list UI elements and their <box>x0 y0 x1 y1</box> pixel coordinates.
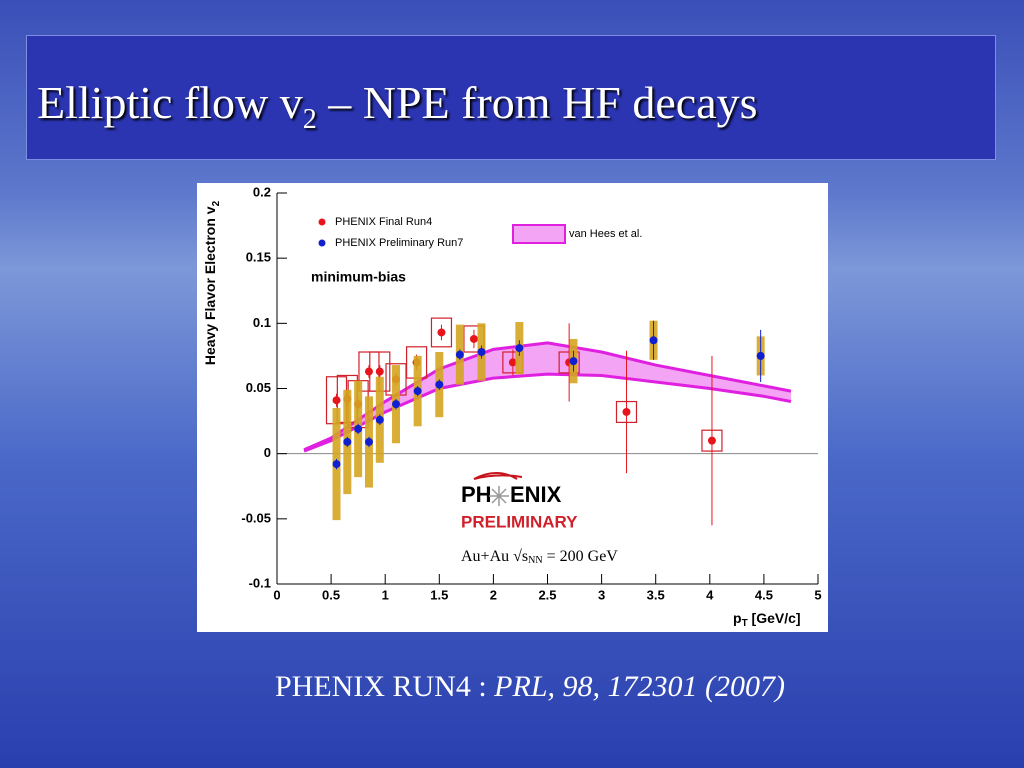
y-tick-label: 0.2 <box>253 184 271 199</box>
x-tick-label: 3 <box>598 587 605 602</box>
data-point <box>413 387 422 396</box>
x-tick-label: 1.5 <box>430 587 448 602</box>
y-axis-label: Heavy Flavor Electron v2 <box>202 200 222 365</box>
legend-marker <box>318 218 326 226</box>
x-tick-label: 2 <box>490 587 497 602</box>
y-tick-label: -0.05 <box>241 510 271 525</box>
x-axis-label-unit: [GeV/c] <box>748 610 801 626</box>
chart-panel: Heavy Flavor Electron v2 pT [GeV/c] mini… <box>197 183 828 632</box>
annotation-text: Au+Au <box>461 548 513 565</box>
data-point <box>508 358 517 367</box>
title-box: Elliptic flow v2 – NPE from HF decays <box>26 35 996 160</box>
data-point <box>622 407 631 416</box>
data-point <box>437 328 446 337</box>
band-fill <box>304 342 791 452</box>
title-subscript: 2 <box>302 104 317 136</box>
data-point <box>343 437 352 446</box>
annotation-text: = 200 GeV <box>543 548 619 565</box>
x-axis-label-text: p <box>733 610 742 626</box>
data-point <box>477 348 486 357</box>
title-text: – NPE from HF decays <box>316 77 758 128</box>
x-tick-label: 0.5 <box>322 587 340 602</box>
logo-text: ENIX <box>510 482 562 507</box>
x-tick-label: 1 <box>382 587 389 602</box>
data-point <box>756 351 765 360</box>
caption-reference: PRL, 98, 172301 (2007) <box>494 670 785 703</box>
data-point <box>392 400 401 409</box>
y-axis-label-text: Heavy Flavor Electron v <box>202 206 218 365</box>
data-point <box>332 460 341 469</box>
caption: PHENIX RUN4 : PRL, 98, 172301 (2007) <box>0 670 1024 704</box>
data-point <box>354 424 363 433</box>
data-point <box>649 336 658 345</box>
legend-label: PHENIX Preliminary Run7 <box>335 237 463 249</box>
x-axis-label-sub: T <box>742 618 748 629</box>
data-point <box>469 334 478 343</box>
data-point <box>435 380 444 389</box>
data-point <box>707 436 716 445</box>
y-tick-label: 0 <box>264 445 271 460</box>
x-tick-label: 5 <box>814 587 821 602</box>
x-axis-label: pT [GeV/c] <box>733 610 801 629</box>
y-tick-label: 0.05 <box>246 380 271 395</box>
x-tick-label: 2.5 <box>538 587 556 602</box>
legend-label: van Hees et al. <box>569 228 642 240</box>
data-point <box>569 357 578 366</box>
data-point <box>332 396 341 405</box>
y-tick-label: 0.1 <box>253 315 271 330</box>
data-point <box>375 367 384 376</box>
annotation: minimum-bias <box>311 269 406 285</box>
data-point <box>364 437 373 446</box>
x-tick-label: 3.5 <box>647 587 665 602</box>
annotation: Au+Au √sNN = 200 GeV <box>461 548 618 567</box>
title-text: Elliptic flow v <box>37 77 303 128</box>
x-tick-label: 4 <box>706 587 714 602</box>
y-tick-label: -0.1 <box>249 575 271 590</box>
annotation-text: √s <box>513 548 528 565</box>
systematic-box <box>430 317 453 348</box>
chart: Heavy Flavor Electron v2 pT [GeV/c] mini… <box>202 184 822 629</box>
x-tick-label: 0 <box>273 587 280 602</box>
legend-marker <box>318 239 326 247</box>
legend-label: PHENIX Final Run4 <box>335 216 432 228</box>
x-tick-label: 4.5 <box>755 587 773 602</box>
data-point <box>364 367 373 376</box>
caption-text: PHENIX RUN4 : <box>275 670 495 703</box>
annotation-sub: NN <box>528 555 542 566</box>
y-tick-label: 0.15 <box>246 250 271 265</box>
data-point <box>375 415 384 424</box>
logo-arc <box>473 472 523 480</box>
annotation: PRELIMINARY <box>461 512 578 531</box>
logo-star <box>489 486 509 506</box>
y-axis-label-sub: 2 <box>211 200 222 206</box>
data-point <box>515 344 524 353</box>
slide-title: Elliptic flow v2 – NPE from HF decays <box>37 76 758 136</box>
legend-swatch <box>512 224 566 244</box>
data-point <box>455 350 464 359</box>
logo-text: PH <box>461 482 492 507</box>
